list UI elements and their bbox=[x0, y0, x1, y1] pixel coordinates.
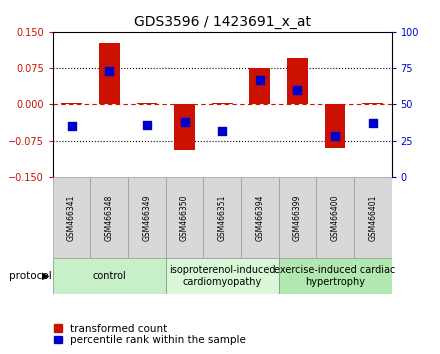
Bar bbox=[354, 177, 392, 258]
Bar bbox=[241, 177, 279, 258]
Text: GSM466348: GSM466348 bbox=[105, 194, 114, 241]
Point bbox=[369, 120, 376, 126]
Point bbox=[332, 133, 339, 139]
Point bbox=[181, 119, 188, 125]
Bar bbox=[325, 104, 345, 148]
Bar bbox=[99, 42, 120, 104]
Text: protocol: protocol bbox=[9, 271, 51, 281]
Bar bbox=[174, 104, 195, 150]
Bar bbox=[53, 258, 166, 294]
Text: exercise-induced cardiac
hypertrophy: exercise-induced cardiac hypertrophy bbox=[275, 265, 396, 287]
Bar bbox=[91, 177, 128, 258]
Point bbox=[106, 68, 113, 74]
Text: GSM466349: GSM466349 bbox=[143, 194, 151, 241]
Bar bbox=[166, 177, 203, 258]
Bar bbox=[203, 177, 241, 258]
Bar bbox=[61, 103, 82, 104]
Bar bbox=[212, 103, 233, 104]
Point bbox=[68, 124, 75, 129]
Title: GDS3596 / 1423691_x_at: GDS3596 / 1423691_x_at bbox=[134, 16, 311, 29]
Text: GSM466350: GSM466350 bbox=[180, 194, 189, 241]
Point bbox=[219, 128, 226, 133]
Point bbox=[143, 122, 150, 127]
Text: GSM466341: GSM466341 bbox=[67, 194, 76, 241]
Bar bbox=[53, 177, 91, 258]
Bar bbox=[316, 177, 354, 258]
Legend: transformed count, percentile rank within the sample: transformed count, percentile rank withi… bbox=[54, 324, 246, 345]
Bar bbox=[279, 258, 392, 294]
Bar bbox=[249, 68, 270, 104]
Text: control: control bbox=[92, 271, 126, 281]
Text: GSM466394: GSM466394 bbox=[255, 194, 264, 241]
Bar bbox=[166, 258, 279, 294]
Bar bbox=[279, 177, 316, 258]
Bar bbox=[128, 177, 166, 258]
Text: GSM466399: GSM466399 bbox=[293, 194, 302, 241]
Text: GSM466351: GSM466351 bbox=[218, 194, 227, 241]
Text: GSM466400: GSM466400 bbox=[330, 194, 340, 241]
Bar bbox=[363, 103, 383, 104]
Bar bbox=[136, 103, 157, 104]
Bar bbox=[287, 58, 308, 104]
Point bbox=[294, 87, 301, 93]
Text: GSM466401: GSM466401 bbox=[368, 194, 377, 241]
Text: isoproterenol-induced
cardiomyopathy: isoproterenol-induced cardiomyopathy bbox=[169, 265, 275, 287]
Point bbox=[257, 77, 264, 82]
Text: ▶: ▶ bbox=[42, 271, 49, 281]
